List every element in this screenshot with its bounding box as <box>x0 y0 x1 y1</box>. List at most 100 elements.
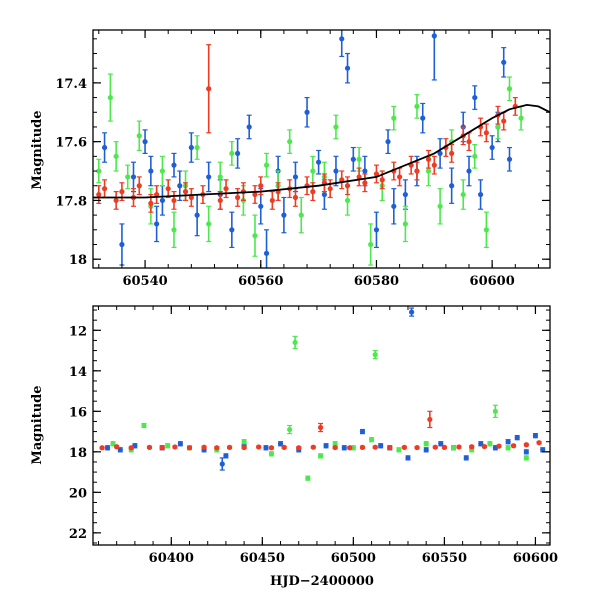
bottom-data-point-red <box>536 440 542 446</box>
top-data-point-red <box>356 174 362 180</box>
top-data-point-red <box>188 194 194 201</box>
bottom-data-point-green <box>317 453 324 459</box>
top-data-point-red <box>113 197 119 204</box>
bottom-x-tick-label: 60500 <box>331 551 376 566</box>
bottom-data-point-blue <box>359 428 366 435</box>
bottom-data-point-green <box>487 441 493 447</box>
top-data-point-green <box>356 156 362 162</box>
top-data-point-blue <box>402 191 408 198</box>
top-data-point-green <box>263 162 270 168</box>
top-data-point-blue <box>321 191 327 198</box>
bottom-y-tick-label: 22 <box>69 527 87 542</box>
top-data-point-blue <box>159 197 166 204</box>
top-data-point-red <box>396 174 403 180</box>
top-data-point-red <box>182 189 189 195</box>
top-data-point-red <box>217 197 223 204</box>
top-data-point-red <box>449 150 455 157</box>
top-data-point-blue <box>263 250 270 256</box>
top-data-point-red <box>373 171 380 177</box>
top-data-point-blue <box>177 183 183 189</box>
bottom-data-point-blue <box>104 445 111 451</box>
bottom-data-point-blue <box>514 435 520 441</box>
top-plot-area <box>93 30 550 268</box>
bottom-data-point-red <box>359 444 366 450</box>
bottom-data-point-green <box>305 475 311 481</box>
bottom-y-tick-label: 12 <box>69 324 87 339</box>
top-data-point-red <box>483 130 489 136</box>
bottom-data-point-green <box>368 437 375 443</box>
top-data-point-green <box>287 139 293 145</box>
top-data-point-green <box>298 212 304 218</box>
bottom-data-point-red <box>481 443 488 450</box>
top-data-point-red <box>310 189 316 195</box>
bottom-data-point-green <box>165 443 171 449</box>
bottom-data-point-red <box>241 444 247 451</box>
top-series-green <box>96 73 524 266</box>
top-data-point-green <box>506 86 513 92</box>
bottom-data-point-red <box>387 445 393 451</box>
top-data-point-blue <box>188 144 194 151</box>
bottom-data-point-red <box>432 444 438 450</box>
top-data-point-green <box>518 115 524 121</box>
top-data-point-blue <box>466 168 472 174</box>
bottom-y-axis-label: Magnitude <box>30 385 45 464</box>
bottom-data-point-green <box>332 441 338 447</box>
bottom-data-point-red <box>281 444 287 450</box>
top-data-point-red <box>292 194 299 201</box>
top-data-point-blue <box>281 212 287 218</box>
top-data-point-blue <box>391 203 397 209</box>
top-data-point-blue <box>420 115 426 121</box>
bottom-series-red <box>99 410 542 451</box>
bottom-y-tick-label: 20 <box>69 486 87 501</box>
bottom-data-point-red <box>268 445 275 451</box>
bottom-data-point-red <box>128 445 134 451</box>
bottom-y-tick-label: 14 <box>69 365 87 380</box>
top-panel-light-curve: Magnitude 60540 60560 60580 60600 17.4 17.6 17… <box>30 29 551 289</box>
top-data-point-blue <box>501 59 507 65</box>
top-data-point-blue <box>130 174 137 180</box>
bottom-data-point-blue <box>219 461 225 467</box>
top-data-point-green <box>107 94 113 101</box>
top-plot-frame <box>92 29 551 269</box>
bottom-data-point-green <box>141 422 147 429</box>
bottom-data-point-red <box>99 445 105 451</box>
bottom-data-point-red <box>332 444 338 451</box>
bottom-data-point-green <box>423 441 429 447</box>
top-data-point-green <box>460 191 466 198</box>
bottom-x-tick-label: 60550 <box>422 551 467 566</box>
top-data-point-blue <box>316 159 322 165</box>
top-data-point-blue <box>119 241 125 248</box>
bottom-data-point-blue <box>423 447 429 453</box>
bottom-plot-area <box>99 307 546 481</box>
top-y-tick-label: 17.6 <box>55 136 87 151</box>
x-axis-label: HJD−2400000 <box>270 574 374 589</box>
top-data-point-green <box>252 233 258 239</box>
top-data-point-green <box>125 174 131 180</box>
bottom-series-green <box>110 335 529 481</box>
top-data-point-blue <box>437 150 443 157</box>
top-x-tick-label: 60580 <box>354 274 399 289</box>
bottom-y-tick-label: 18 <box>69 446 87 461</box>
bottom-data-point-red <box>114 444 120 450</box>
top-data-point-red <box>148 200 154 206</box>
top-data-point-red <box>379 177 385 183</box>
top-y-tick-label: 18 <box>69 253 87 268</box>
top-data-point-green <box>437 203 443 209</box>
bottom-data-point-blue <box>463 455 469 461</box>
bottom-data-point-blue <box>438 441 444 447</box>
bottom-data-point-blue <box>223 453 229 459</box>
top-x-tick-label: 60560 <box>238 274 283 289</box>
top-data-point-blue <box>246 124 252 130</box>
top-data-point-green <box>136 133 142 139</box>
top-data-point-red <box>327 186 333 192</box>
top-data-point-green <box>310 168 316 174</box>
top-data-point-blue <box>154 221 160 227</box>
bottom-data-point-red <box>372 444 378 450</box>
top-data-point-blue <box>489 144 495 151</box>
top-data-point-blue <box>258 203 264 209</box>
bottom-data-point-red <box>523 442 529 448</box>
bottom-data-point-red <box>401 444 407 450</box>
top-data-point-blue <box>506 156 513 162</box>
top-data-point-blue <box>101 144 108 151</box>
bottom-data-point-blue <box>177 441 183 447</box>
